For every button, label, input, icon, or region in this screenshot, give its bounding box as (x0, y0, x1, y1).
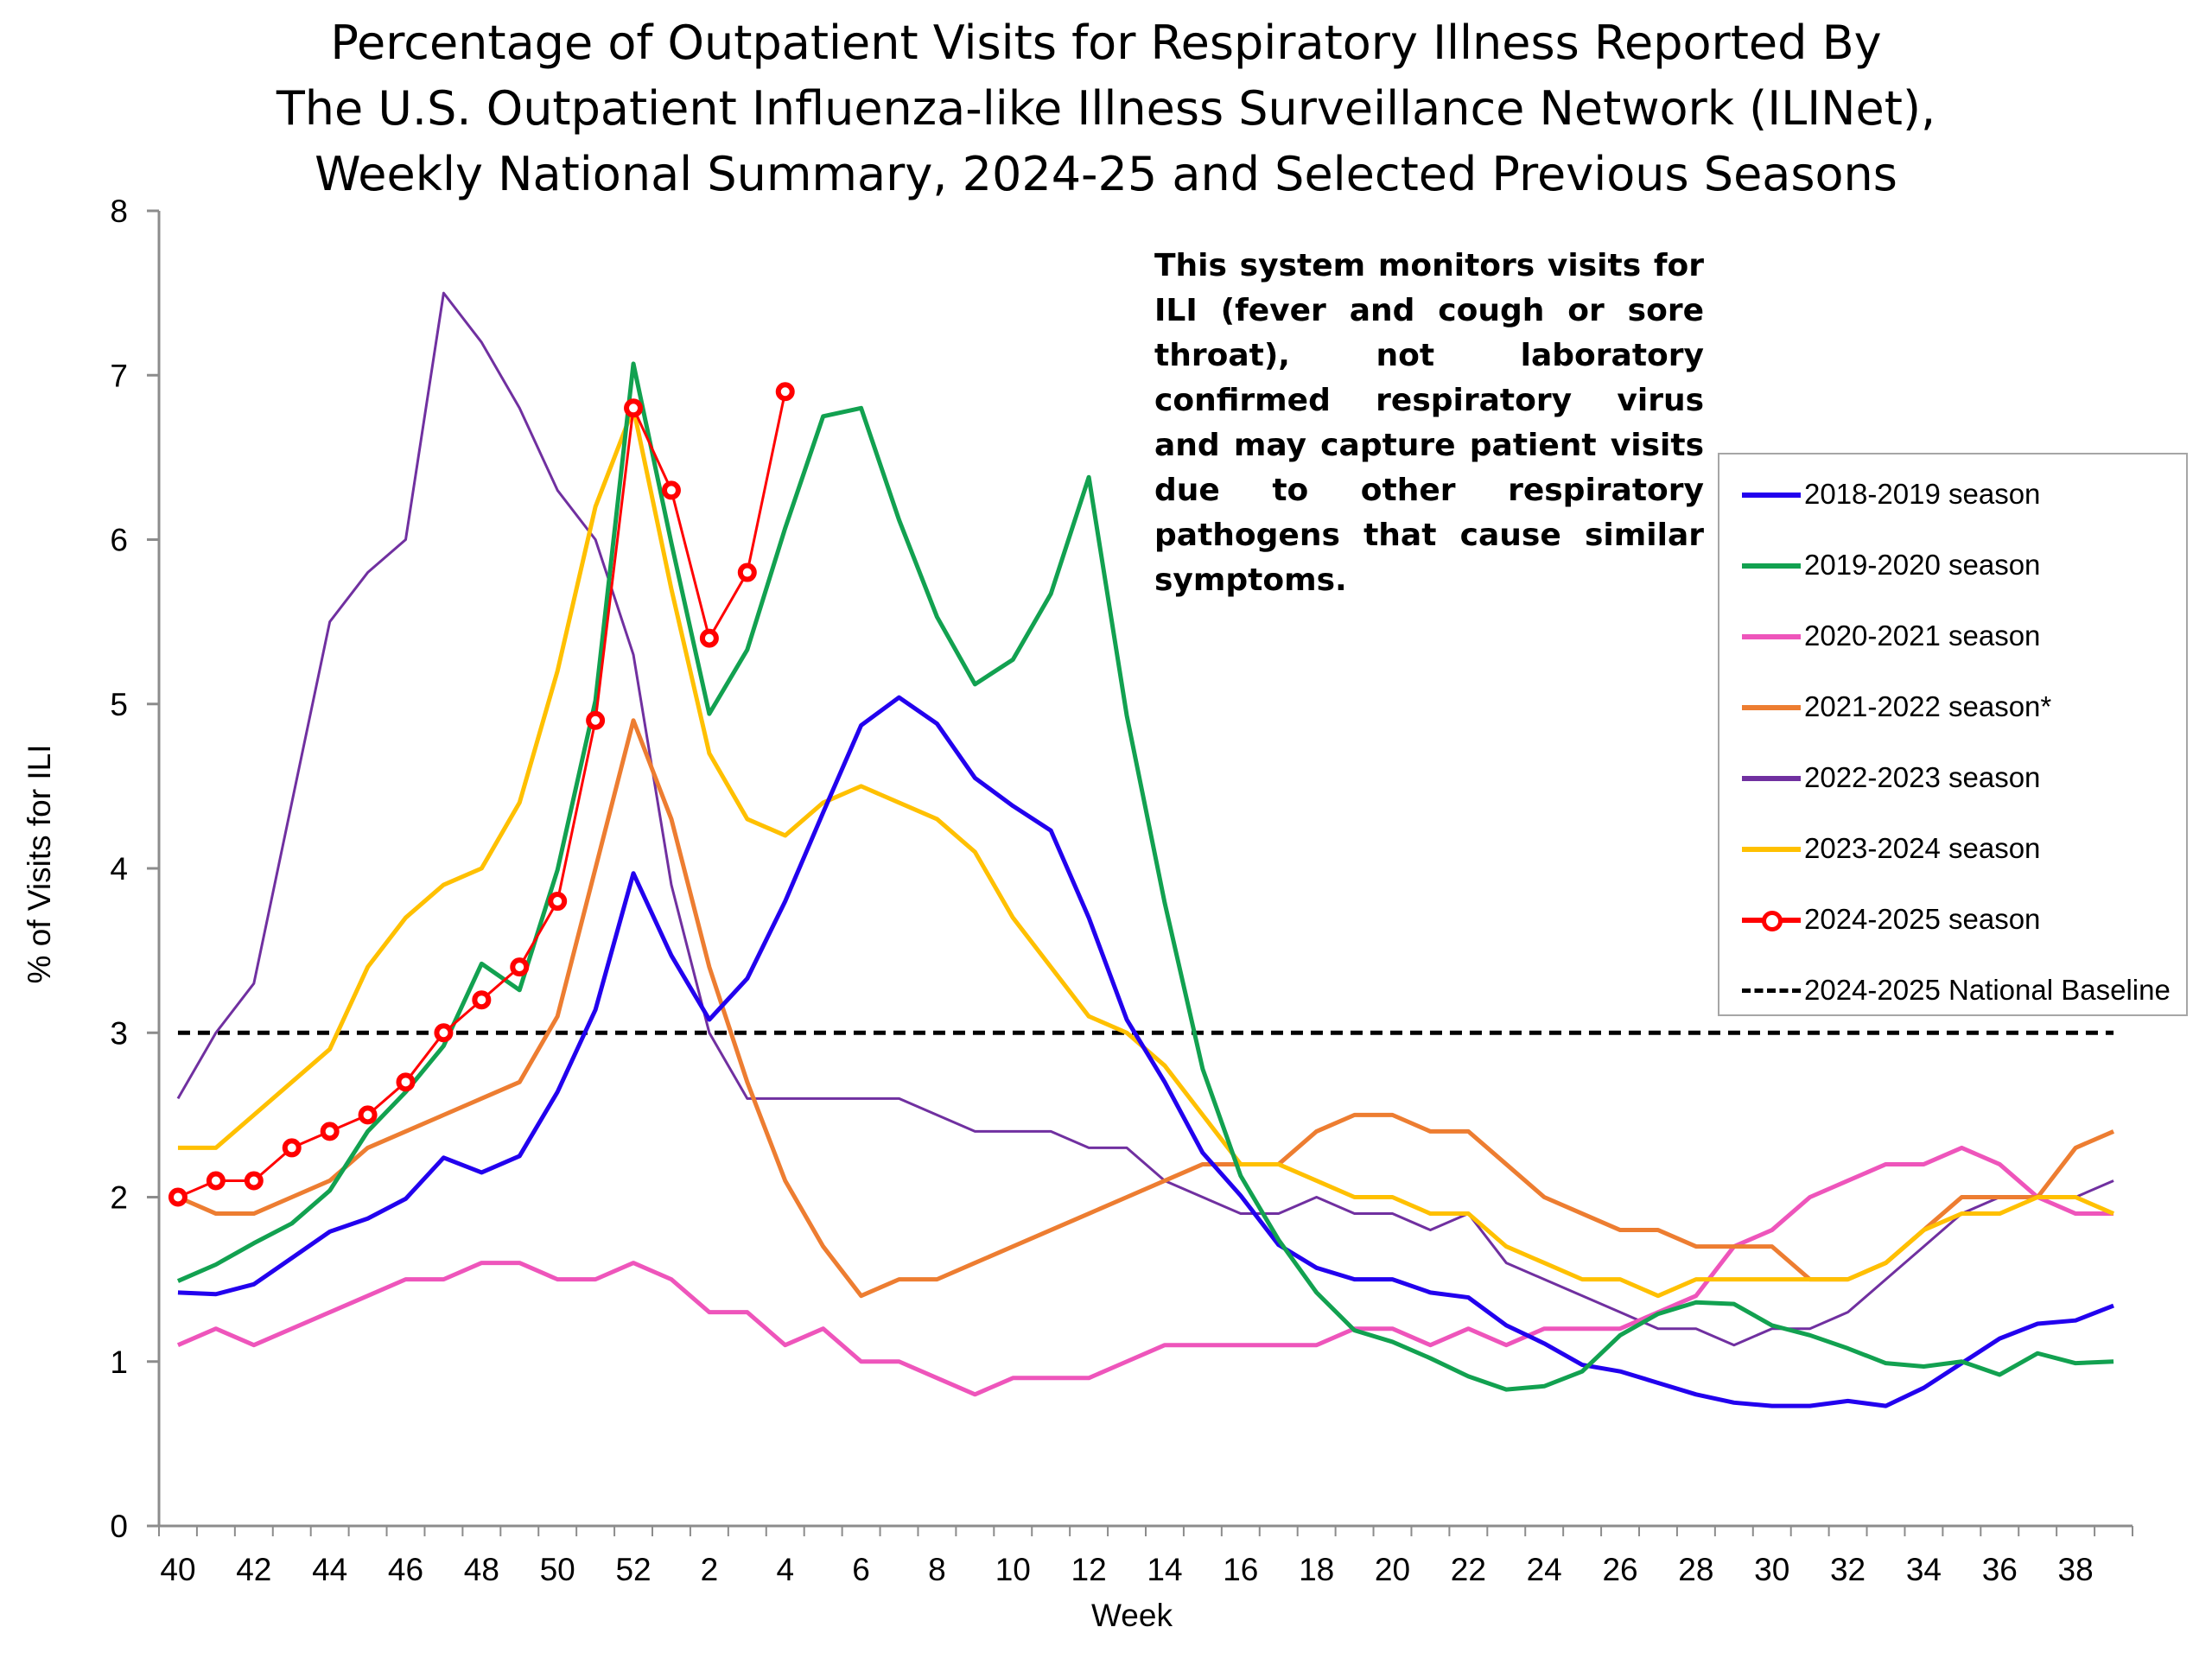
x-tick-label: 40 (160, 1552, 195, 1587)
legend-label: 2019-2020 season (1804, 549, 2041, 581)
disclaimer-note: This system monitors visits for ILI (fev… (1154, 248, 1704, 598)
series-line-2021-2022-season (176, 718, 2115, 1299)
data-point-2024-2025-season (434, 1023, 454, 1043)
data-point-2024-2025-season (775, 382, 795, 402)
legend-item: 2024-2025 season (1719, 899, 2186, 942)
x-tick-label: 18 (1299, 1552, 1334, 1587)
legend-label: 2024-2025 National Baseline (1804, 974, 2171, 1006)
x-tick-label: 24 (1527, 1552, 1562, 1587)
data-point-2024-2025-season (624, 398, 644, 418)
x-tick-label: 16 (1223, 1552, 1258, 1587)
x-tick-label: 38 (2058, 1552, 2094, 1587)
data-point-2024-2025-season (661, 480, 681, 500)
x-tick-label: 44 (312, 1552, 347, 1587)
series-line-2019-2020-season (176, 361, 2114, 1392)
series-line-2020-2021-season (176, 1145, 2114, 1397)
legend-item: 2019-2020 season (1719, 544, 2186, 588)
x-tick-label: 34 (1906, 1552, 1942, 1587)
data-point-2024-2025-season (168, 1187, 188, 1207)
legend-swatch (1742, 493, 1801, 498)
x-tick-label: 14 (1147, 1552, 1182, 1587)
title-line-2: The U.S. Outpatient Influenza-like Illne… (276, 81, 1936, 136)
y-tick-label: 0 (110, 1509, 128, 1544)
data-point-2024-2025-season (510, 957, 530, 977)
legend-label: 2024-2025 season (1804, 903, 2041, 935)
x-tick-label: 32 (1830, 1552, 1866, 1587)
y-tick-label: 4 (110, 851, 128, 887)
x-tick-label: 52 (615, 1552, 651, 1587)
legend-item: 2020-2021 season (1719, 615, 2186, 658)
chart-title: Percentage of Outpatient Visits for Resp… (0, 10, 2212, 207)
data-point-2024-2025-season (548, 892, 568, 912)
legend-label: 2021-2022 season* (1804, 690, 2052, 722)
data-point-2024-2025-season (244, 1171, 264, 1191)
x-tick-label: 22 (1451, 1552, 1486, 1587)
series-line-2024-2025-season (177, 391, 787, 1198)
legend-marker-icon (1762, 911, 1783, 931)
y-axis-label: % of Visits for ILI (22, 745, 57, 984)
data-point-2024-2025-season (206, 1171, 226, 1191)
data-point-2024-2025-season (320, 1122, 340, 1141)
legend-item: 2023-2024 season (1719, 828, 2186, 871)
x-tick-label: 46 (388, 1552, 423, 1587)
x-tick-label: 4 (776, 1552, 794, 1587)
legend-label: 2020-2021 season (1804, 620, 2041, 652)
legend-item: 2024-2025 National Baseline (1719, 969, 2186, 1013)
x-tick-label: 2 (701, 1552, 719, 1587)
series-lines (168, 291, 2115, 1408)
legend-item: 2021-2022 season* (1719, 686, 2186, 729)
x-tick-label: 28 (1678, 1552, 1713, 1587)
series-line-2018-2019-season (177, 695, 2114, 1408)
legend-label: 2023-2024 season (1804, 832, 2041, 864)
y-tick-label: 7 (110, 358, 128, 393)
y-tick-label: 1 (110, 1344, 128, 1380)
legend-swatch (1742, 705, 1801, 710)
data-point-2024-2025-season (396, 1072, 416, 1092)
data-point-2024-2025-season (586, 710, 606, 730)
y-tick-label: 3 (110, 1015, 128, 1051)
x-tick-label: 30 (1754, 1552, 1789, 1587)
legend-swatch (1742, 634, 1801, 639)
title-line-1: Percentage of Outpatient Visits for Resp… (330, 16, 1882, 70)
x-tick-label: 20 (1375, 1552, 1410, 1587)
legend-swatch (1742, 563, 1801, 569)
title-line-3: Weekly National Summary, 2024-25 and Sel… (315, 147, 1897, 201)
y-tick-label: 8 (110, 194, 128, 229)
x-axis-label: Week (1091, 1598, 1173, 1633)
data-point-2024-2025-season (472, 990, 492, 1010)
legend-swatch (1742, 847, 1801, 852)
x-tick-label: 48 (464, 1552, 499, 1587)
x-tick-label: 50 (540, 1552, 575, 1587)
x-tick-label: 8 (928, 1552, 946, 1587)
x-tick-label: 26 (1602, 1552, 1637, 1587)
legend-swatch (1742, 776, 1801, 781)
x-tick-label: 6 (852, 1552, 870, 1587)
x-tick-label: 36 (1982, 1552, 2018, 1587)
legend: 2018-2019 season 2019-2020 season 2020-202… (1718, 453, 2188, 1016)
legend-swatch (1742, 988, 1801, 993)
data-point-2024-2025-season (699, 628, 719, 648)
data-point-2024-2025-season (282, 1138, 302, 1158)
legend-item: 2018-2019 season (1719, 474, 2186, 517)
x-tick-label: 10 (995, 1552, 1031, 1587)
y-tick-label: 6 (110, 523, 128, 558)
data-point-2024-2025-season (737, 563, 757, 582)
legend-item: 2022-2023 season (1719, 757, 2186, 800)
x-tick-label: 42 (236, 1552, 271, 1587)
y-tick-label: 2 (110, 1180, 128, 1216)
data-point-2024-2025-season (358, 1105, 378, 1125)
legend-label: 2022-2023 season (1804, 761, 2041, 793)
x-tick-label: 12 (1071, 1552, 1107, 1587)
y-tick-label: 5 (110, 687, 128, 722)
legend-label: 2018-2019 season (1804, 478, 2041, 510)
